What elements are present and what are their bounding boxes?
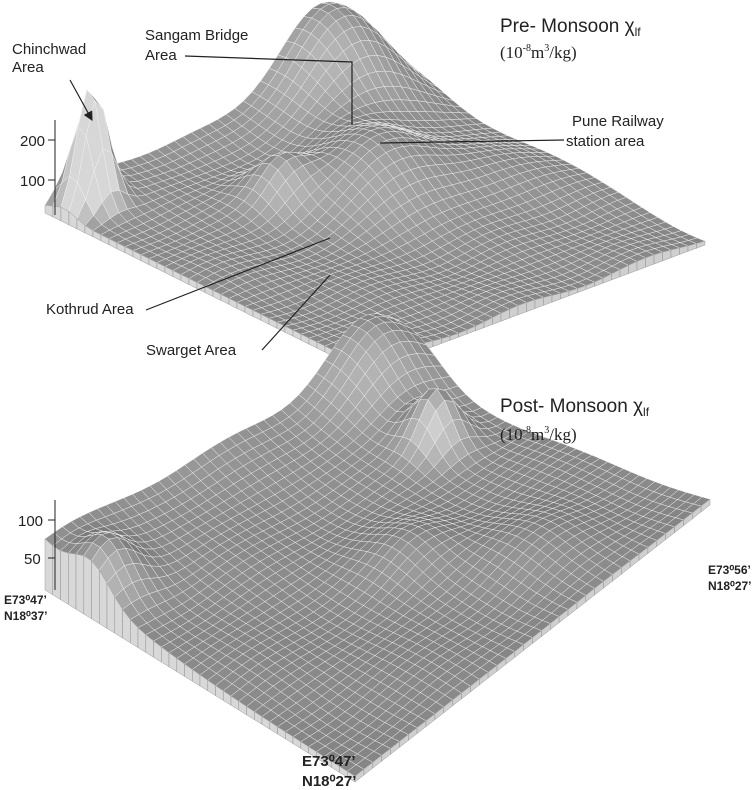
annotation: Swarget Area (146, 342, 237, 359)
unit-exp: -8 (523, 425, 531, 436)
post-monsoon-surface (44, 313, 711, 783)
panel-title: Pre- Monsoon χlf (500, 16, 641, 39)
annotation: Area (145, 47, 177, 64)
z-label: 100 (20, 173, 45, 190)
unit-exp: -8 (523, 43, 531, 54)
surface-skirt (44, 538, 53, 596)
surface-skirt (83, 555, 92, 620)
z-axis: 100 50 (18, 500, 56, 590)
annotation: Pune Railway (572, 113, 664, 130)
annotation: station area (566, 133, 645, 150)
unit: (10-8m3/kg) (500, 425, 577, 444)
coordinate: N18⁰37’ (4, 609, 48, 623)
leader (379, 139, 565, 144)
unit-exp: 3 (544, 43, 549, 54)
surface-skirt (91, 560, 100, 624)
z-axis: 200 100 (20, 120, 56, 215)
coordinate: N18⁰27’ (302, 773, 356, 790)
unit-part: /kg) (549, 43, 576, 62)
coordinate: E73⁰47’ (302, 753, 356, 770)
surface-skirt (60, 550, 69, 605)
leader (145, 237, 331, 311)
leader (69, 79, 93, 122)
surface-skirt (696, 240, 706, 249)
unit-part: /kg) (549, 425, 576, 444)
leader (261, 274, 331, 351)
z-label: 100 (18, 513, 43, 530)
surface-skirt (44, 204, 54, 218)
surface-skirt (68, 552, 77, 610)
surface-skirt (52, 205, 62, 222)
leader (184, 55, 353, 125)
panel-title: Post- Monsoon χlf (500, 396, 650, 419)
coordinate: N18⁰27’ (708, 579, 752, 593)
title-text: Pre- Monsoon χ (500, 16, 635, 37)
unit-part: (10 (500, 425, 523, 444)
surface-skirt (700, 498, 711, 513)
surface-skirt (75, 553, 85, 615)
title-text: Post- Monsoon χ (500, 396, 643, 417)
unit: (10-8m3/kg) (500, 43, 577, 62)
pre-monsoon-surface (44, 1, 706, 373)
annotation: Area (12, 59, 44, 76)
unit-part: (10 (500, 43, 523, 62)
z-label: 50 (24, 551, 41, 568)
coordinate: E73⁰56’ (708, 563, 751, 577)
unit-exp: 3 (544, 425, 549, 436)
annotation: Kothrud Area (46, 301, 134, 318)
coordinate: E73⁰47’ (4, 593, 47, 607)
surface-skirt (52, 545, 61, 600)
z-label: 200 (20, 133, 45, 150)
unit-part: m (531, 43, 544, 62)
title-subscript: lf (635, 25, 642, 39)
annotation: Chinchwad (12, 41, 86, 58)
unit-part: m (531, 425, 544, 444)
title-subscript: lf (643, 405, 650, 419)
surface-skirt (347, 770, 356, 783)
annotation: Sangam Bridge (145, 27, 248, 44)
